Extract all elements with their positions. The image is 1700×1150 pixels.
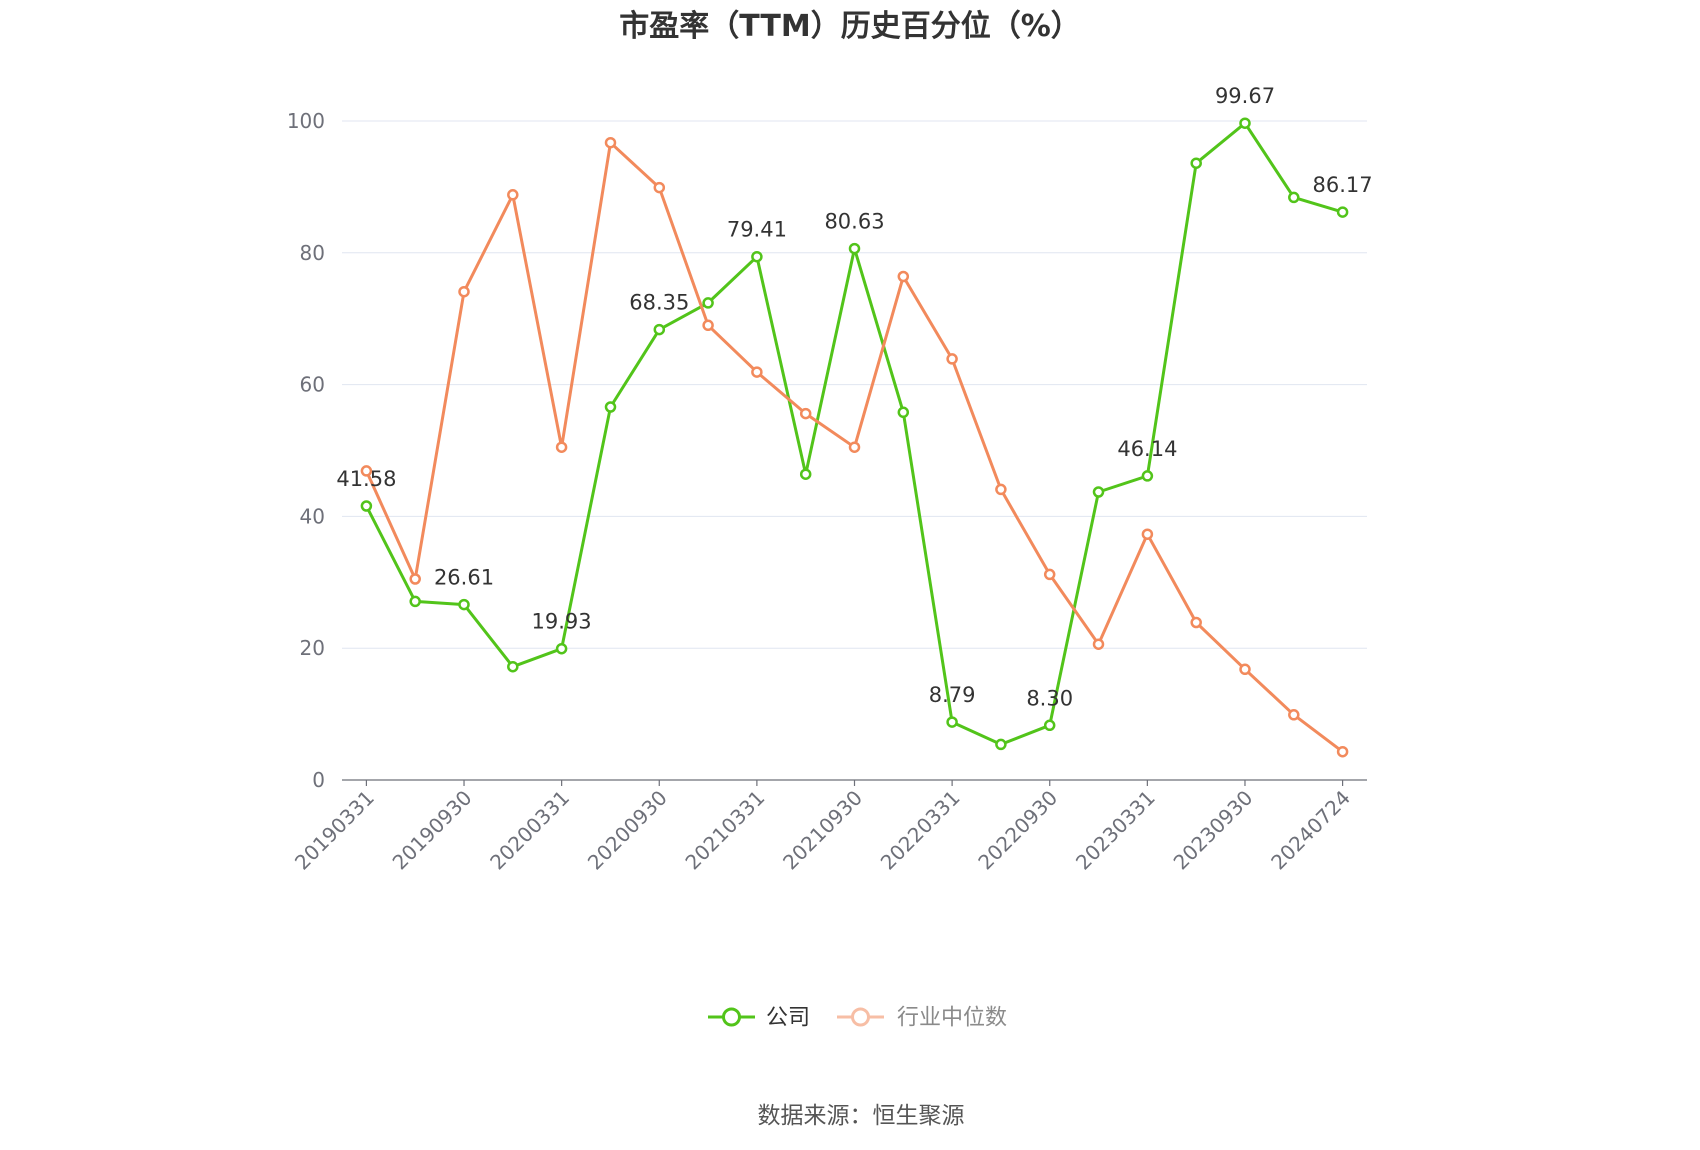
data-label: 99.67 [1215, 84, 1275, 108]
series-1-point [702, 319, 714, 332]
data-label: 19.93 [532, 610, 592, 634]
series-1-point [946, 353, 958, 365]
legend-circle-icon [722, 1007, 741, 1027]
series-1-point [799, 407, 812, 420]
x-tick-label: 20190331 [290, 786, 379, 875]
series-0-point [799, 468, 812, 480]
data-label: 8.30 [1026, 686, 1073, 710]
series-0-point [995, 738, 1007, 751]
series-0-point [1336, 206, 1349, 218]
x-tick-label: 20190930 [388, 786, 477, 875]
series-1-point [897, 270, 910, 283]
series-1-point [458, 285, 470, 298]
series-1-point [995, 483, 1007, 496]
series-0-point [458, 598, 470, 611]
x-tick-label: 20220331 [876, 786, 965, 875]
y-tick-label: 20 [300, 636, 325, 660]
data-label: 79.41 [727, 218, 787, 242]
series-1-point [604, 136, 617, 149]
x-tick-label: 20210930 [778, 786, 867, 875]
series-1-point [555, 441, 568, 453]
series-points [360, 117, 1349, 758]
legend-label: 行业中位数 [897, 1006, 1007, 1031]
x-tick-label: 20220930 [973, 786, 1062, 875]
series-1-point [1239, 663, 1251, 676]
grid [342, 120, 1367, 649]
series-0-point [1092, 486, 1105, 498]
series-1-point [409, 573, 421, 585]
data-label: 8.79 [929, 683, 976, 707]
series-1-point [1288, 709, 1300, 721]
series-1-point [1336, 745, 1349, 758]
y-axis: 0 20 40 60 80 100 [287, 109, 325, 792]
series-0-point [897, 406, 910, 419]
series-0-point [604, 401, 617, 413]
y-tick-label: 100 [287, 109, 325, 133]
series-0-point [1043, 719, 1056, 732]
series-0-point [751, 250, 763, 263]
series-0-point [1141, 470, 1154, 482]
series-0-point [360, 500, 373, 512]
series-1-point [1141, 528, 1154, 540]
legend-circle-icon [851, 1007, 870, 1027]
x-tick-label: 20200930 [583, 786, 672, 875]
series-1-point [360, 465, 373, 477]
legend: 公司 行业中位数 [708, 1006, 1007, 1031]
data-label: 41.58 [336, 467, 396, 491]
series-1-point [653, 181, 666, 194]
data-label: 26.61 [434, 566, 494, 590]
y-tick-label: 40 [300, 504, 325, 528]
series-0-point [1288, 191, 1300, 204]
y-tick-label: 80 [300, 241, 325, 265]
x-axis: 20190331 20190930 20200331 20200930 20210331… [290, 779, 1367, 875]
series-1-point [1190, 616, 1202, 629]
series-1-point [1043, 568, 1056, 581]
legend-label: 公司 [766, 1006, 810, 1031]
legend-item-industry-median[interactable]: 行业中位数 [837, 1006, 1007, 1031]
series-0-point [653, 323, 666, 336]
data-label: 46.14 [1117, 437, 1177, 461]
legend-line-circle-icon [837, 1007, 884, 1027]
x-tick-label: 20210331 [680, 786, 769, 875]
data-label: 86.17 [1313, 173, 1373, 197]
series-1-point [507, 189, 519, 201]
data-label: 68.35 [629, 291, 689, 315]
x-tick-label: 20240724 [1266, 786, 1355, 875]
data-label: 80.63 [824, 210, 884, 234]
chart-title: 市盈率（TTM）历史百分位（%） [619, 9, 1081, 44]
series-0-point [409, 595, 421, 608]
series-0-point [555, 642, 568, 655]
data-source-note: 数据来源：恒生聚源 [758, 1103, 965, 1129]
series-0-point [1239, 117, 1251, 129]
y-tick-label: 60 [300, 373, 325, 397]
legend-line-circle-icon [708, 1007, 755, 1027]
x-tick-label: 20230331 [1071, 786, 1160, 875]
series-1-point [848, 441, 861, 453]
data-labels: 41.58 26.61 19.93 68.35 79.41 80.63 8.79 8.30 46… [336, 84, 1372, 710]
series-0-point [702, 297, 714, 309]
series-1-point [751, 366, 763, 378]
legend-item-company[interactable]: 公司 [708, 1006, 810, 1031]
series-0-point [507, 660, 519, 673]
y-tick-label: 0 [312, 768, 325, 792]
x-tick-label: 20230930 [1169, 786, 1258, 875]
series-0-point [848, 242, 861, 255]
series-1-point [1092, 638, 1105, 650]
series-0-point [1190, 157, 1202, 169]
series-0-point [946, 716, 958, 728]
x-tick-label: 20200331 [485, 786, 574, 875]
